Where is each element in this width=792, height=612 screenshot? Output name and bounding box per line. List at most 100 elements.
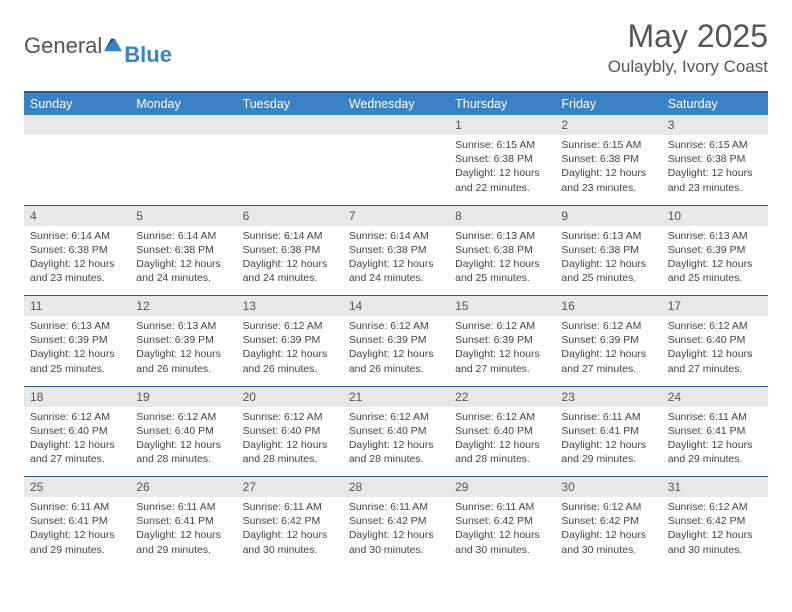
day-number-cell: 29 [449,477,555,498]
day-number-cell: 25 [24,477,130,498]
day-number-cell: 5 [130,205,236,226]
month-title: May 2025 [608,18,768,55]
daylight-text: Daylight: 12 hours and 27 minutes. [668,347,762,375]
day-number-cell: 16 [555,296,661,317]
sunset-text: Sunset: 6:42 PM [349,514,443,528]
sunrise-text: Sunrise: 6:12 AM [136,410,230,424]
day-info-cell: Sunrise: 6:15 AMSunset: 6:38 PMDaylight:… [662,135,768,205]
daylight-text: Daylight: 12 hours and 25 minutes. [30,347,124,375]
sunset-text: Sunset: 6:41 PM [30,514,124,528]
day-number-cell: 24 [662,386,768,407]
day-number-cell: 27 [237,477,343,498]
sunset-text: Sunset: 6:40 PM [455,424,549,438]
weekday-header: Wednesday [343,92,449,115]
day-number-row: 11121314151617 [24,296,768,317]
daylight-text: Daylight: 12 hours and 28 minutes. [349,438,443,466]
daylight-text: Daylight: 12 hours and 26 minutes. [136,347,230,375]
weekday-header: Thursday [449,92,555,115]
daylight-text: Daylight: 12 hours and 30 minutes. [561,528,655,556]
daylight-text: Daylight: 12 hours and 25 minutes. [455,257,549,285]
sunrise-text: Sunrise: 6:13 AM [668,229,762,243]
sunrise-text: Sunrise: 6:12 AM [349,319,443,333]
day-info-cell: Sunrise: 6:11 AMSunset: 6:42 PMDaylight:… [343,497,449,567]
sunset-text: Sunset: 6:38 PM [243,243,337,257]
sunset-text: Sunset: 6:38 PM [668,152,762,166]
sunset-text: Sunset: 6:38 PM [561,243,655,257]
location: Oulaybly, Ivory Coast [608,57,768,77]
sunrise-text: Sunrise: 6:11 AM [455,500,549,514]
sunrise-text: Sunrise: 6:13 AM [30,319,124,333]
day-info-row: Sunrise: 6:14 AMSunset: 6:38 PMDaylight:… [24,226,768,296]
sunrise-text: Sunrise: 6:12 AM [561,319,655,333]
daylight-text: Daylight: 12 hours and 25 minutes. [668,257,762,285]
day-number-cell: 15 [449,296,555,317]
day-number-cell: 30 [555,477,661,498]
day-info-row: Sunrise: 6:13 AMSunset: 6:39 PMDaylight:… [24,316,768,386]
weekday-header: Saturday [662,92,768,115]
day-info-row: Sunrise: 6:11 AMSunset: 6:41 PMDaylight:… [24,497,768,567]
sunset-text: Sunset: 6:41 PM [668,424,762,438]
daylight-text: Daylight: 12 hours and 23 minutes. [668,166,762,194]
logo-text-general: General [24,33,102,58]
day-number-cell: 21 [343,386,449,407]
day-number-cell: 6 [237,205,343,226]
weekday-header: Monday [130,92,236,115]
sunrise-text: Sunrise: 6:12 AM [455,319,549,333]
daylight-text: Daylight: 12 hours and 26 minutes. [349,347,443,375]
sunset-text: Sunset: 6:39 PM [136,333,230,347]
day-number-cell: 11 [24,296,130,317]
daylight-text: Daylight: 12 hours and 29 minutes. [136,528,230,556]
sunset-text: Sunset: 6:40 PM [136,424,230,438]
daylight-text: Daylight: 12 hours and 22 minutes. [455,166,549,194]
daylight-text: Daylight: 12 hours and 30 minutes. [455,528,549,556]
day-number-cell: 19 [130,386,236,407]
sunset-text: Sunset: 6:40 PM [30,424,124,438]
sunset-text: Sunset: 6:39 PM [561,333,655,347]
daylight-text: Daylight: 12 hours and 27 minutes. [30,438,124,466]
day-info-cell: Sunrise: 6:12 AMSunset: 6:40 PMDaylight:… [449,407,555,477]
sunrise-text: Sunrise: 6:12 AM [349,410,443,424]
sunrise-text: Sunrise: 6:13 AM [561,229,655,243]
day-number-cell: 14 [343,296,449,317]
daylight-text: Daylight: 12 hours and 30 minutes. [349,528,443,556]
daylight-text: Daylight: 12 hours and 28 minutes. [136,438,230,466]
day-number-cell: 1 [449,115,555,135]
day-info-cell: Sunrise: 6:12 AMSunset: 6:39 PMDaylight:… [237,316,343,386]
weekday-header: Tuesday [237,92,343,115]
sunset-text: Sunset: 6:41 PM [136,514,230,528]
sunset-text: Sunset: 6:39 PM [243,333,337,347]
logo-text-blue: Blue [124,42,172,68]
daylight-text: Daylight: 12 hours and 24 minutes. [136,257,230,285]
sunset-text: Sunset: 6:39 PM [668,243,762,257]
sunrise-text: Sunrise: 6:13 AM [455,229,549,243]
day-info-cell: Sunrise: 6:13 AMSunset: 6:38 PMDaylight:… [555,226,661,296]
day-number-row: 123 [24,115,768,135]
day-number-cell [130,115,236,135]
sunset-text: Sunset: 6:42 PM [455,514,549,528]
day-info-cell: Sunrise: 6:12 AMSunset: 6:39 PMDaylight:… [449,316,555,386]
day-number-cell: 23 [555,386,661,407]
day-info-cell: Sunrise: 6:13 AMSunset: 6:39 PMDaylight:… [24,316,130,386]
sunrise-text: Sunrise: 6:12 AM [668,319,762,333]
daylight-text: Daylight: 12 hours and 29 minutes. [30,528,124,556]
sunrise-text: Sunrise: 6:12 AM [668,500,762,514]
sunset-text: Sunset: 6:38 PM [455,243,549,257]
daylight-text: Daylight: 12 hours and 25 minutes. [561,257,655,285]
sunset-text: Sunset: 6:39 PM [455,333,549,347]
daylight-text: Daylight: 12 hours and 30 minutes. [243,528,337,556]
day-info-cell: Sunrise: 6:15 AMSunset: 6:38 PMDaylight:… [555,135,661,205]
day-number-cell: 28 [343,477,449,498]
sunset-text: Sunset: 6:38 PM [30,243,124,257]
sunset-text: Sunset: 6:38 PM [561,152,655,166]
day-info-cell: Sunrise: 6:12 AMSunset: 6:39 PMDaylight:… [343,316,449,386]
daylight-text: Daylight: 12 hours and 27 minutes. [561,347,655,375]
sunset-text: Sunset: 6:40 PM [668,333,762,347]
sunset-text: Sunset: 6:40 PM [243,424,337,438]
day-info-cell: Sunrise: 6:11 AMSunset: 6:41 PMDaylight:… [662,407,768,477]
sunrise-text: Sunrise: 6:15 AM [455,138,549,152]
sunrise-text: Sunrise: 6:11 AM [349,500,443,514]
weekday-header-row: SundayMondayTuesdayWednesdayThursdayFrid… [24,92,768,115]
day-number-cell: 26 [130,477,236,498]
daylight-text: Daylight: 12 hours and 24 minutes. [349,257,443,285]
sunrise-text: Sunrise: 6:13 AM [136,319,230,333]
